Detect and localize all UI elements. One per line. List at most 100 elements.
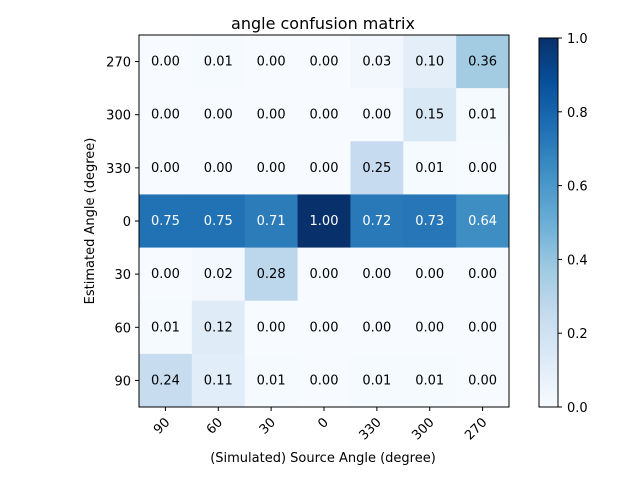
cell-value-label: 0.00	[151, 55, 180, 70]
x-tick-label: 30	[257, 415, 279, 437]
heatmap-cell	[191, 35, 246, 89]
heatmap-cell	[456, 35, 510, 89]
heatmap-cell	[403, 247, 457, 302]
y-axis-ticks: 270 300 330 0 30 60 90	[106, 56, 139, 389]
y-tick-label: 330	[106, 162, 131, 177]
heatmap-cell	[139, 300, 193, 355]
heatmap-cell	[297, 353, 351, 408]
heatmap-cell	[350, 353, 404, 408]
x-tick-label: 300	[409, 415, 437, 443]
heatmap-cell	[350, 300, 404, 355]
y-axis-label: Estimated Angle (degree)	[83, 138, 98, 305]
cell-value-label: 0.01	[362, 373, 391, 388]
cell-value-label: 1.00	[310, 214, 339, 229]
cell-value-label: 0.01	[257, 373, 286, 388]
y-tick-label: 270	[106, 56, 131, 71]
cell-value-label: 0.00	[310, 373, 339, 388]
heatmap-cell	[297, 194, 351, 249]
colorbar-tick-label: 1.0	[567, 32, 588, 47]
cell-value-label: 0.00	[257, 161, 286, 176]
heatmap-cell	[139, 194, 193, 249]
x-tick-label: 60	[204, 415, 226, 437]
heatmap-cell	[297, 35, 351, 89]
heatmap-cell	[244, 88, 299, 142]
cell-value-label: 0.00	[257, 320, 286, 335]
x-axis-label: (Simulated) Source Angle (degree)	[210, 451, 436, 466]
chart-title: angle confusion matrix	[231, 14, 415, 33]
heatmap-cell	[191, 141, 246, 195]
heatmap-cell	[191, 88, 246, 142]
cell-value-label: 0.28	[257, 267, 286, 282]
heatmap-cell	[244, 194, 299, 249]
cell-value-label: 0.00	[362, 267, 391, 282]
cell-value-label: 0.75	[151, 214, 180, 229]
x-axis-ticks: 90 60 30 0 330 300 270	[151, 407, 490, 443]
heatmap-cell	[244, 141, 299, 195]
heatmap-cell	[403, 35, 457, 89]
heatmap-cell	[297, 141, 351, 195]
y-tick-label: 300	[106, 109, 131, 124]
x-tick-label: 0	[315, 415, 331, 431]
heatmap-cell	[297, 88, 351, 142]
heatmap-cell	[297, 300, 351, 355]
cell-value-label: 0.64	[468, 214, 497, 229]
heatmap-cells: 0.00 0.01 0.00 0.00 0.03 0.10 0.36 0.00 0.00 0.00…	[139, 35, 510, 408]
colorbar-tick-label: 0.4	[567, 253, 588, 268]
cell-value-label: 0.00	[257, 55, 286, 70]
y-tick-label: 60	[114, 321, 131, 336]
heatmap-cell	[456, 300, 510, 355]
heatmap-cell	[139, 353, 193, 408]
heatmap-cell	[139, 35, 193, 89]
cell-value-label: 0.00	[415, 267, 444, 282]
y-tick-label: 30	[114, 268, 131, 283]
y-tick-label: 90	[114, 374, 131, 389]
heatmap-cell	[139, 141, 193, 195]
cell-value-label: 0.25	[362, 161, 391, 176]
cell-value-label: 0.00	[151, 267, 180, 282]
colorbar-tick-label: 0.2	[567, 327, 588, 342]
cell-value-label: 0.00	[204, 108, 233, 123]
heatmap-cell	[350, 194, 404, 249]
heatmap-cell	[403, 88, 457, 142]
heatmap-cell	[350, 247, 404, 302]
x-tick-label: 270	[462, 415, 490, 443]
cell-value-label: 0.00	[310, 108, 339, 123]
heatmap-cell	[191, 247, 246, 302]
colorbar-tick-label: 0.6	[567, 180, 588, 195]
cell-value-label: 0.00	[468, 267, 497, 282]
colorbar-ticks: 0.0 0.2 0.4 0.6 0.8 1.0	[558, 32, 588, 416]
heatmap-cell	[350, 88, 404, 142]
cell-value-label: 0.00	[468, 320, 497, 335]
heatmap-cell	[244, 300, 299, 355]
cell-value-label: 0.00	[204, 161, 233, 176]
x-tick-label: 330	[357, 415, 385, 443]
cell-value-label: 0.72	[362, 214, 391, 229]
heatmap-cell	[403, 141, 457, 195]
heatmap-cell	[403, 194, 457, 249]
cell-value-label: 0.01	[204, 55, 233, 70]
heatmap-cell	[456, 353, 510, 408]
heatmap-cell	[456, 247, 510, 302]
cell-value-label: 0.00	[151, 161, 180, 176]
cell-value-label: 0.24	[151, 373, 180, 388]
heatmap-cell	[191, 194, 246, 249]
cell-value-label: 0.00	[362, 108, 391, 123]
cell-value-label: 0.71	[257, 214, 286, 229]
cell-value-label: 0.75	[204, 214, 233, 229]
cell-value-label: 0.00	[257, 108, 286, 123]
heatmap-cell	[456, 194, 510, 249]
heatmap-cell	[456, 88, 510, 142]
cell-value-label: 0.00	[151, 108, 180, 123]
x-tick-label: 90	[151, 415, 173, 437]
cell-value-label: 0.01	[415, 161, 444, 176]
cell-value-label: 0.00	[362, 320, 391, 335]
cell-value-label: 0.00	[468, 161, 497, 176]
cell-value-label: 0.01	[468, 108, 497, 123]
heatmap-cell	[350, 35, 404, 89]
cell-value-label: 0.36	[468, 55, 497, 70]
cell-value-label: 0.73	[415, 214, 444, 229]
cell-value-label: 0.00	[415, 320, 444, 335]
cell-value-label: 0.00	[468, 373, 497, 388]
cell-value-label: 0.11	[204, 373, 233, 388]
